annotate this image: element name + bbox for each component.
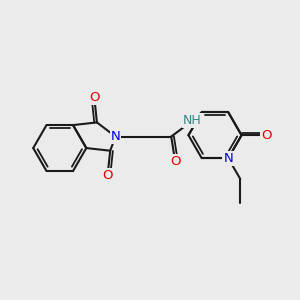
Text: NH: NH [183,114,202,127]
Text: O: O [102,169,113,182]
Text: O: O [170,155,181,168]
Text: O: O [89,91,100,104]
Text: N: N [111,130,120,143]
Text: O: O [262,129,272,142]
Text: N: N [224,152,233,165]
